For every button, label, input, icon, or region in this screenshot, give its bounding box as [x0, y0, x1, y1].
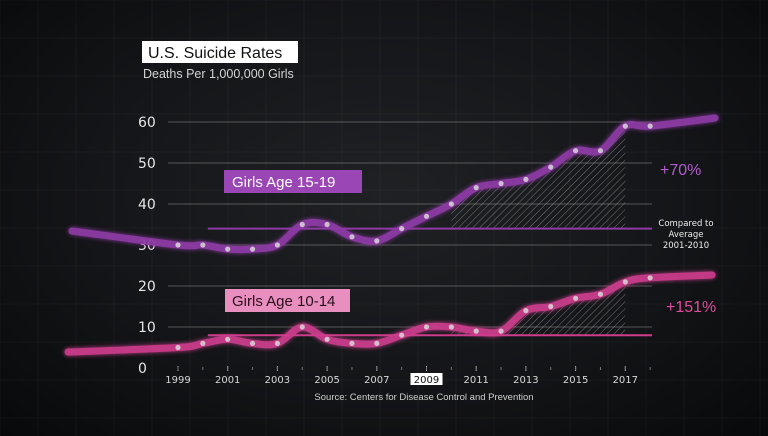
data-point: [274, 340, 280, 346]
data-point: [597, 291, 604, 297]
series-line: [64, 271, 716, 356]
data-point: [249, 246, 256, 252]
data-point: [548, 303, 554, 310]
y-tick-label: 10: [138, 320, 156, 336]
series-lines: [64, 114, 719, 356]
series-label-box-15-19: [224, 170, 362, 193]
data-point: [448, 201, 454, 207]
x-tick-label: 2015: [563, 375, 588, 386]
data-point: [175, 242, 181, 248]
data-point: [573, 148, 579, 154]
data-point: [299, 221, 305, 228]
x-tick-label: 1999: [165, 375, 190, 386]
series-line: [68, 114, 719, 254]
data-point: [498, 328, 504, 334]
annotation-line-2: Average: [669, 230, 704, 240]
data-point: [349, 340, 355, 346]
data-point: [423, 213, 430, 219]
data-point: [548, 164, 554, 170]
y-tick-label: 50: [138, 156, 156, 172]
data-point: [324, 336, 330, 342]
data-point: [225, 246, 231, 252]
data-point: [200, 340, 206, 346]
data-point: [647, 275, 653, 281]
data-point: [299, 324, 305, 330]
change-label-10-14: +151%: [666, 299, 716, 316]
x-tick-label: 2003: [265, 375, 290, 386]
data-point: [597, 148, 604, 154]
data-point: [249, 340, 256, 346]
annotation-line-1: Compared to: [658, 219, 713, 229]
data-point: [200, 242, 206, 248]
data-point: [374, 340, 380, 346]
data-point: [523, 308, 529, 314]
title-box: [142, 41, 298, 63]
data-point: [374, 238, 380, 244]
x-tick-label: 2005: [314, 375, 339, 386]
y-tick-label: 0: [138, 361, 147, 377]
increase-area: [451, 281, 626, 336]
x-tick-label: 2001: [215, 375, 240, 386]
data-points: [175, 123, 653, 351]
annotation-line-3: 2001-2010: [663, 241, 709, 251]
x-tick-label: 2009: [414, 375, 439, 386]
change-label-15-19: +70%: [660, 162, 701, 179]
x-tick-label: 2011: [463, 375, 488, 386]
x-tick-label: 2007: [364, 375, 389, 386]
data-point: [622, 123, 628, 129]
x-tick-label: 2017: [613, 375, 638, 386]
series-label-15-19: Girls Age 15-19: [232, 174, 335, 191]
data-point: [498, 180, 504, 187]
data-point: [573, 295, 579, 301]
y-tick-label: 60: [138, 115, 156, 131]
y-tick-label: 20: [138, 279, 156, 295]
data-point: [175, 344, 181, 351]
data-point: [647, 123, 653, 129]
y-tick-label: 40: [138, 197, 156, 213]
data-point: [423, 324, 430, 330]
chart-title: U.S. Suicide Rates: [148, 45, 282, 62]
data-point: [225, 336, 231, 342]
x-tick-label: 2013: [513, 375, 538, 386]
data-point: [622, 279, 628, 285]
average-lines: [207, 227, 652, 337]
series-label-box-10-14: [225, 289, 350, 312]
data-point: [523, 176, 529, 182]
source-note: Source: Centers for Disease Control and …: [314, 392, 533, 403]
data-point: [324, 221, 330, 228]
data-point: [473, 328, 479, 334]
data-point: [399, 226, 405, 232]
data-point: [399, 332, 405, 338]
data-point: [349, 234, 355, 240]
series-label-10-14: Girls Age 10-14: [232, 293, 335, 310]
data-point: [274, 242, 280, 248]
x-axis-ticks: 1999 2001 2003 2005 2007 2009 2011 2013 2015 2017: [165, 366, 651, 386]
x-tick-highlight: [410, 373, 443, 385]
data-point: [473, 185, 479, 191]
data-point: [448, 324, 454, 330]
chart-subtitle: Deaths Per 1,000,000 Girls: [143, 67, 294, 81]
